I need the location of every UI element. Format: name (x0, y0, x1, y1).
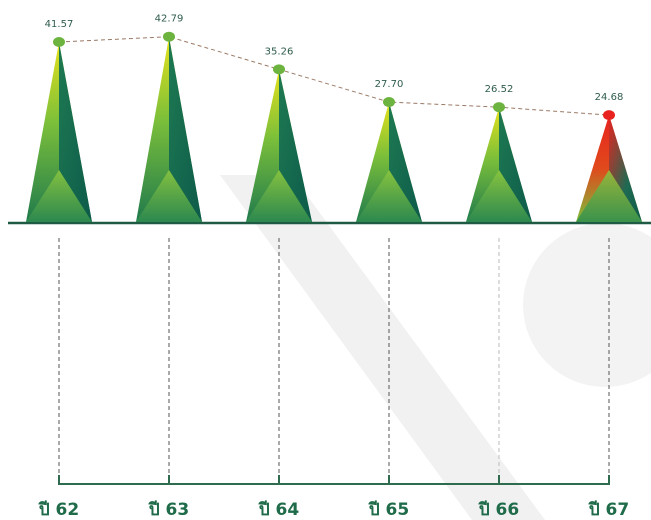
x-tick-label: ปี 62 (38, 499, 79, 520)
value-label: 41.57 (45, 19, 74, 30)
value-label: 27.70 (375, 79, 404, 90)
x-tick-label: ปี 65 (368, 499, 409, 520)
value-label: 24.68 (595, 92, 624, 103)
point-marker (493, 102, 505, 113)
pyramid-face (466, 170, 532, 222)
value-label: 26.52 (485, 84, 514, 95)
pyramid-face (389, 102, 422, 222)
x-tick-label: ปี 63 (148, 499, 189, 520)
point-marker (53, 37, 65, 48)
pyramid-face (26, 170, 92, 222)
pyramid-face (279, 69, 312, 222)
pyramid-face (59, 42, 92, 223)
pyramid-face (609, 115, 642, 222)
point-marker (603, 110, 615, 121)
point-marker (273, 64, 285, 75)
x-tick-label: ปี 67 (588, 499, 629, 520)
point-marker (163, 31, 175, 42)
value-label: 42.79 (155, 14, 184, 25)
pyramid-face (576, 170, 642, 222)
value-label: 35.26 (265, 46, 294, 57)
trend-line (58, 36, 610, 116)
x-tick-label: ปี 66 (478, 499, 519, 520)
pyramid-face (356, 170, 422, 222)
pyramid-face (499, 107, 532, 222)
pyramid-face (136, 170, 202, 222)
pyramid-face (246, 170, 312, 222)
point-marker (383, 97, 395, 108)
pyramid-face (169, 36, 202, 222)
x-tick-label: ปี 64 (258, 499, 299, 520)
watermark (220, 175, 651, 520)
